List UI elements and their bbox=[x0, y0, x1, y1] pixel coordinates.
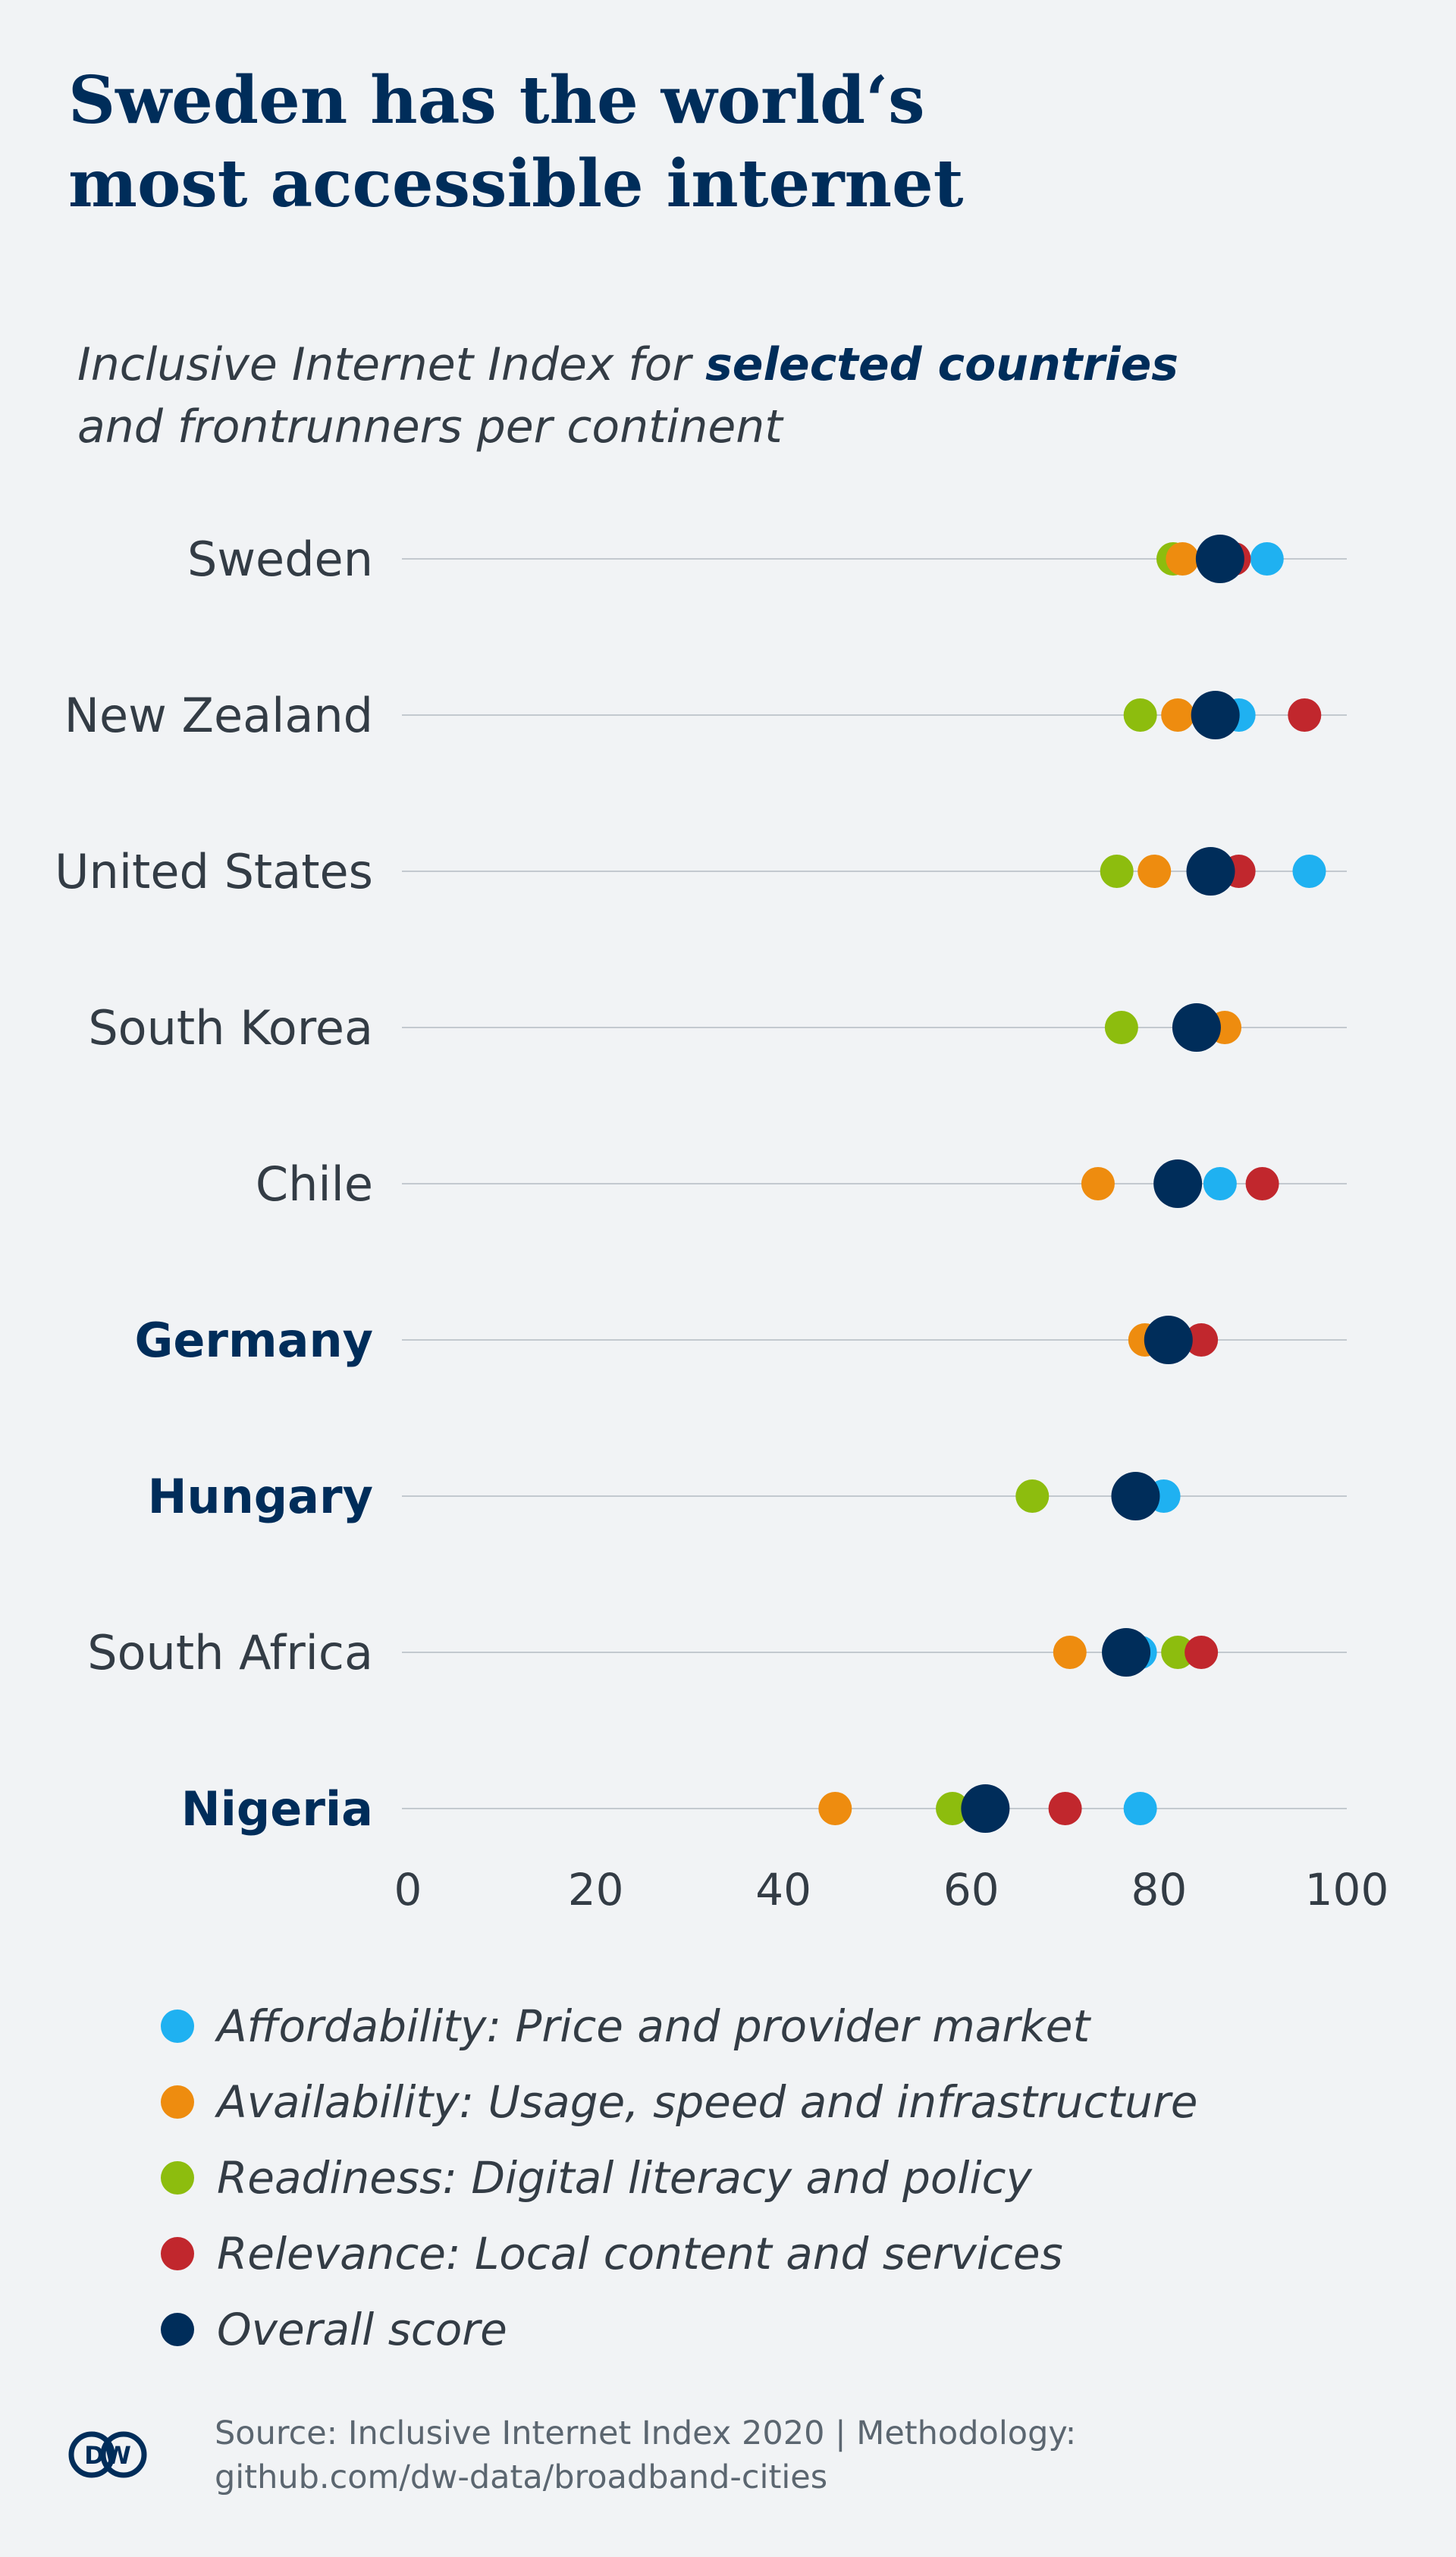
point-south-korea-overall bbox=[1172, 1003, 1221, 1052]
dw-logo: DW bbox=[68, 2431, 147, 2478]
country-label-chile: Chile bbox=[256, 1156, 373, 1212]
x-tick-0: 0 bbox=[394, 1864, 422, 1915]
legend-dot-overall bbox=[161, 2313, 194, 2346]
country-label-nigeria: Nigeria bbox=[181, 1781, 373, 1837]
point-nigeria-readiness bbox=[936, 1792, 970, 1825]
chart-title: Sweden has the world‘s most accessible i… bbox=[68, 59, 963, 226]
row-sweden: Sweden bbox=[187, 532, 1347, 587]
point-new-zealand-overall bbox=[1191, 691, 1240, 739]
legend-item-affordability: Affordability: Price and provider market bbox=[161, 1988, 1197, 2064]
legend-label-readiness: Readiness: Digital literacy and policy bbox=[217, 2152, 1032, 2204]
row-south-africa: South Africa bbox=[87, 1625, 1347, 1680]
dot-plot: Sweden New Zealand United States South Kore… bbox=[55, 532, 1389, 1915]
x-tick-100: 100 bbox=[1305, 1864, 1389, 1915]
legend-label-overall: Overall score bbox=[217, 2304, 507, 2355]
title-line-1: Sweden has the world‘s bbox=[68, 62, 925, 139]
subtitle-prefix: Inclusive Internet Index for bbox=[77, 338, 706, 391]
point-sweden-overall bbox=[1195, 535, 1244, 583]
point-germany-relevance bbox=[1185, 1323, 1219, 1357]
point-hungary-readiness bbox=[1015, 1479, 1050, 1513]
row-united-states: United States bbox=[55, 844, 1347, 899]
point-new-zealand-availability bbox=[1161, 698, 1195, 732]
point-south-korea-readiness bbox=[1104, 1011, 1138, 1044]
point-south-africa-overall bbox=[1102, 1628, 1151, 1677]
country-label-south-korea: South Korea bbox=[88, 1000, 373, 1056]
point-nigeria-overall bbox=[961, 1784, 1010, 1833]
point-chile-overall bbox=[1153, 1159, 1203, 1208]
legend-label-affordability: Affordability: Price and provider market bbox=[217, 2000, 1090, 2052]
point-chile-relevance bbox=[1245, 1167, 1279, 1200]
legend: Affordability: Price and provider market… bbox=[161, 1988, 1197, 2367]
country-label-hungary: Hungary bbox=[148, 1469, 373, 1524]
point-hungary-overall bbox=[1111, 1472, 1160, 1520]
row-chile: Chile bbox=[256, 1156, 1347, 1212]
point-united-states-overall bbox=[1186, 847, 1235, 896]
point-sweden-availability bbox=[1166, 542, 1200, 576]
subtitle-bold: selected countries bbox=[705, 338, 1178, 391]
point-united-states-affordability bbox=[1292, 855, 1326, 888]
country-label-united-states: United States bbox=[55, 844, 373, 899]
legend-item-availability: Availability: Usage, speed and infrastru… bbox=[161, 2064, 1197, 2140]
point-nigeria-affordability bbox=[1123, 1792, 1157, 1825]
point-chile-availability bbox=[1081, 1167, 1115, 1200]
chart-subtitle: Inclusive Internet Index for selected co… bbox=[77, 334, 1178, 458]
point-new-zealand-relevance bbox=[1288, 698, 1322, 732]
legend-dot-availability bbox=[161, 2085, 194, 2119]
point-united-states-availability bbox=[1138, 855, 1172, 888]
row-south-korea: South Korea bbox=[88, 1000, 1347, 1056]
point-united-states-readiness bbox=[1100, 855, 1134, 888]
x-tick-60: 60 bbox=[943, 1864, 999, 1915]
point-south-africa-relevance bbox=[1185, 1636, 1219, 1669]
legend-item-relevance: Relevance: Local content and services bbox=[161, 2216, 1197, 2292]
point-sweden-affordability bbox=[1250, 542, 1284, 576]
country-label-germany: Germany bbox=[134, 1313, 373, 1368]
country-label-south-africa: South Africa bbox=[87, 1625, 373, 1680]
row-germany: Germany bbox=[134, 1313, 1347, 1368]
x-tick-40: 40 bbox=[755, 1864, 811, 1915]
legend-dot-readiness bbox=[161, 2161, 194, 2195]
point-chile-affordability bbox=[1203, 1167, 1237, 1200]
legend-item-readiness: Readiness: Digital literacy and policy bbox=[161, 2140, 1197, 2216]
title-line-2: most accessible internet bbox=[68, 146, 964, 222]
point-nigeria-relevance bbox=[1048, 1792, 1082, 1825]
legend-label-relevance: Relevance: Local content and services bbox=[217, 2228, 1063, 2279]
point-south-africa-readiness bbox=[1161, 1636, 1195, 1669]
legend-item-overall: Overall score bbox=[161, 2292, 1197, 2367]
row-nigeria: Nigeria bbox=[181, 1781, 1347, 1837]
point-germany-overall bbox=[1144, 1316, 1193, 1364]
country-label-sweden: Sweden bbox=[187, 532, 373, 587]
country-label-new-zealand: New Zealand bbox=[64, 688, 373, 743]
x-tick-20: 20 bbox=[568, 1864, 624, 1915]
row-hungary: Hungary bbox=[148, 1469, 1347, 1524]
subtitle-line-2: and frontrunners per continent bbox=[77, 400, 783, 453]
x-tick-80: 80 bbox=[1131, 1864, 1187, 1915]
source-note: Source: Inclusive Internet Index 2020 | … bbox=[215, 2411, 1076, 2499]
point-new-zealand-readiness bbox=[1123, 698, 1157, 732]
source-line-2: github.com/dw-data/broadband-cities bbox=[215, 2458, 828, 2496]
point-south-africa-availability bbox=[1053, 1636, 1087, 1669]
source-line-1: Source: Inclusive Internet Index 2020 | … bbox=[215, 2414, 1077, 2452]
legend-label-availability: Availability: Usage, speed and infrastru… bbox=[217, 2076, 1198, 2128]
point-nigeria-availability bbox=[818, 1792, 852, 1825]
legend-dot-affordability bbox=[161, 2010, 194, 2043]
row-new-zealand: New Zealand bbox=[64, 688, 1347, 743]
logo-text: DW bbox=[84, 2441, 131, 2470]
legend-dot-relevance bbox=[161, 2237, 194, 2270]
